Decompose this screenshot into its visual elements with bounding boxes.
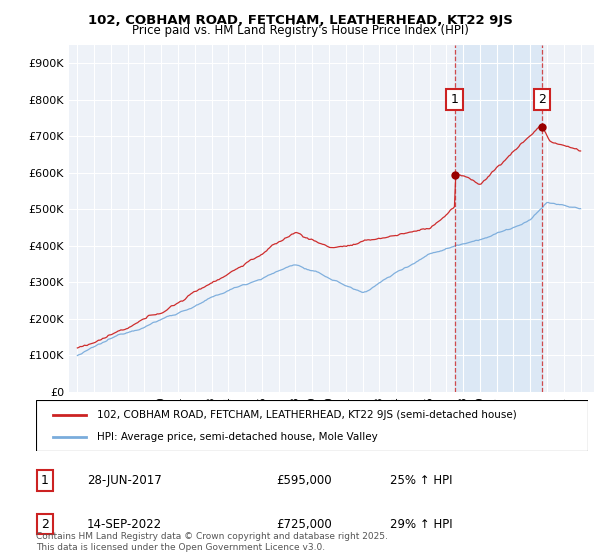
- Text: 14-SEP-2022: 14-SEP-2022: [87, 517, 162, 531]
- Text: HPI: Average price, semi-detached house, Mole Valley: HPI: Average price, semi-detached house,…: [97, 432, 377, 442]
- Text: Contains HM Land Registry data © Crown copyright and database right 2025.
This d: Contains HM Land Registry data © Crown c…: [36, 532, 388, 552]
- Text: £725,000: £725,000: [276, 517, 332, 531]
- Text: £595,000: £595,000: [276, 474, 332, 487]
- Text: 102, COBHAM ROAD, FETCHAM, LEATHERHEAD, KT22 9JS: 102, COBHAM ROAD, FETCHAM, LEATHERHEAD, …: [88, 14, 512, 27]
- Text: 25% ↑ HPI: 25% ↑ HPI: [390, 474, 452, 487]
- Text: Price paid vs. HM Land Registry's House Price Index (HPI): Price paid vs. HM Land Registry's House …: [131, 24, 469, 36]
- Text: 28-JUN-2017: 28-JUN-2017: [87, 474, 162, 487]
- Text: 29% ↑ HPI: 29% ↑ HPI: [390, 517, 452, 531]
- Text: 102, COBHAM ROAD, FETCHAM, LEATHERHEAD, KT22 9JS (semi-detached house): 102, COBHAM ROAD, FETCHAM, LEATHERHEAD, …: [97, 409, 517, 419]
- Text: 1: 1: [451, 93, 459, 106]
- FancyBboxPatch shape: [36, 400, 588, 451]
- Text: 1: 1: [41, 474, 49, 487]
- Text: 2: 2: [538, 93, 546, 106]
- Text: 2: 2: [41, 517, 49, 531]
- Bar: [455, 45, 542, 392]
